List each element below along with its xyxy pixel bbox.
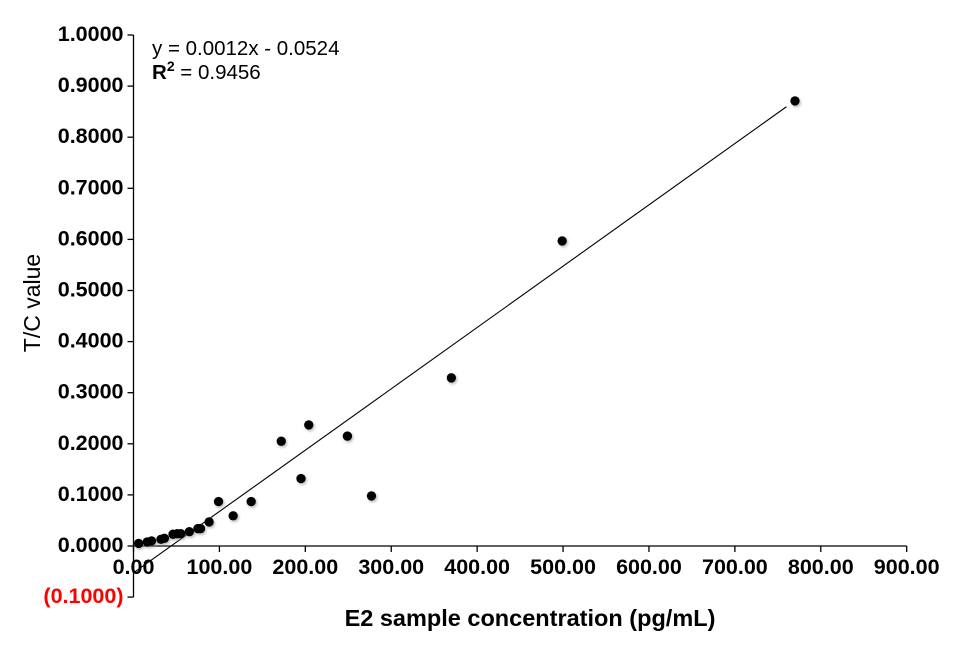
svg-text:800.00: 800.00 xyxy=(788,555,854,579)
svg-text:300.00: 300.00 xyxy=(358,555,424,579)
svg-text:R2 = 0.9456: R2 = 0.9456 xyxy=(152,58,261,84)
svg-text:0.7000: 0.7000 xyxy=(58,175,124,199)
svg-text:0.6000: 0.6000 xyxy=(58,226,124,250)
svg-text:E2 sample concentration (pg/m: E2 sample concentration (pg/mL) xyxy=(345,605,716,631)
svg-text:0.3000: 0.3000 xyxy=(58,380,124,404)
svg-text:0.4000: 0.4000 xyxy=(58,329,124,353)
svg-text:0.1000: 0.1000 xyxy=(58,482,124,506)
svg-text:0.9000: 0.9000 xyxy=(58,73,124,97)
svg-text:600.00: 600.00 xyxy=(616,555,682,579)
svg-text:1.0000: 1.0000 xyxy=(58,22,124,46)
svg-text:900.00: 900.00 xyxy=(874,555,940,579)
svg-text:0.00: 0.00 xyxy=(113,555,155,579)
svg-text:0.2000: 0.2000 xyxy=(58,431,124,455)
svg-text:0.0000: 0.0000 xyxy=(58,533,124,557)
svg-text:500.00: 500.00 xyxy=(530,555,596,579)
svg-text:700.00: 700.00 xyxy=(702,555,768,579)
svg-text:400.00: 400.00 xyxy=(444,555,510,579)
svg-text:0.5000: 0.5000 xyxy=(58,278,124,302)
svg-text:0.8000: 0.8000 xyxy=(58,124,124,148)
svg-text:y = 0.0012x - 0.0524: y = 0.0012x - 0.0524 xyxy=(152,37,339,60)
svg-text:100.00: 100.00 xyxy=(187,555,253,579)
svg-text:T/C value: T/C value xyxy=(19,254,45,352)
svg-text:200.00: 200.00 xyxy=(272,555,338,579)
